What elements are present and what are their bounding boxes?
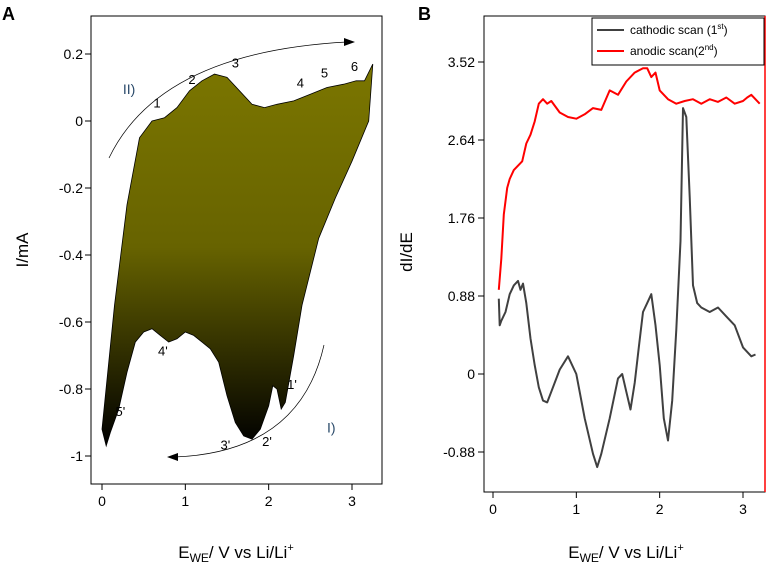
y-tick-label: 0 [75,113,83,129]
panel-b-ticks: 0 1 2 3 -0.88 0 0.88 1.76 2.64 3.52 [443,54,747,517]
peak-label: 5 [321,65,328,80]
peak-label: 4 [297,76,304,91]
anodic-arrow [108,41,348,159]
y-tick-label: 3.52 [448,54,475,70]
panel-a-curve-group [101,63,374,448]
panel-a-annotations: II) I) 1 2 3 4 5 6 1' 2' 3' 4' 5' [108,38,358,461]
cv-area [101,63,374,448]
arrowhead-left-icon [167,453,178,461]
peak-label: 5' [115,404,125,419]
panel-b-series-group [497,16,766,492]
peak-label: 3 [232,55,239,70]
y-tick-label: -0.4 [59,247,83,263]
peak-label: 2 [188,72,195,87]
peak-label: 4' [158,344,168,359]
panel-a-frame [90,15,383,485]
peak-label: 2' [262,434,272,449]
x-tick-label: 2 [656,501,664,517]
x-tick-label: 1 [181,493,189,509]
x-tick-label: 2 [265,493,273,509]
anodic-series-line [497,67,761,290]
panel-a-ticks: 0 1 2 3 -1 -0.8 -0.6 -0.4 -0.2 0 0.2 [59,46,356,509]
y-tick-label: -0.6 [59,314,83,330]
panel-b: B 0 1 2 3 -0.88 0 0.88 1.76 2.64 3.52 dI/dE EWE/ … [397,4,766,565]
legend-entry: anodic scan(2nd) [630,43,718,58]
cathodic-series-line [497,107,756,469]
y-tick-label: -1 [71,448,84,464]
x-tick-label: 0 [489,501,497,517]
y-tick-label: 0.2 [64,46,84,62]
legend-box [591,17,765,66]
peak-label: 1 [153,96,160,111]
legend-entry: cathodic scan (1st) [630,22,728,37]
panel-a-ylabel: I/mA [13,232,32,268]
panel-b-ylabel: dI/dE [397,232,416,272]
scan-direction-label: II) [123,81,135,97]
y-tick-label: 2.64 [448,132,475,148]
panel-b-legend: cathodic scan (1st) anodic scan(2nd) [591,17,765,66]
x-tick-label: 0 [98,493,106,509]
y-tick-label: -0.8 [59,381,83,397]
panel-b-label: B [418,4,431,24]
y-tick-label: 0.88 [448,288,475,304]
scan-direction-label: I) [327,420,336,436]
y-tick-label: 0 [467,366,475,382]
panel-a: A 0 1 2 3 -1 -0.8 -0.6 -0.4 -0.2 0 0.2 II) I) 1 2 3 4 5 6… [2,4,383,565]
peak-label: 6 [351,59,358,74]
panel-a-xlabel: EWE/ V vs Li/Li+ [178,542,294,565]
x-tick-label: 3 [348,493,356,509]
cathodic-arrow [174,344,325,458]
panel-b-xlabel: EWE/ V vs Li/Li+ [568,542,684,565]
y-tick-label: -0.88 [443,444,475,460]
peak-label: 1' [287,377,297,392]
x-tick-label: 3 [739,501,747,517]
peak-label: 3' [220,437,230,452]
panel-a-label: A [2,4,15,24]
y-tick-label: 1.76 [448,210,475,226]
x-tick-label: 1 [572,501,580,517]
y-tick-label: -0.2 [59,180,83,196]
arrowhead-right-icon [344,38,355,46]
panel-b-frame [483,15,766,493]
